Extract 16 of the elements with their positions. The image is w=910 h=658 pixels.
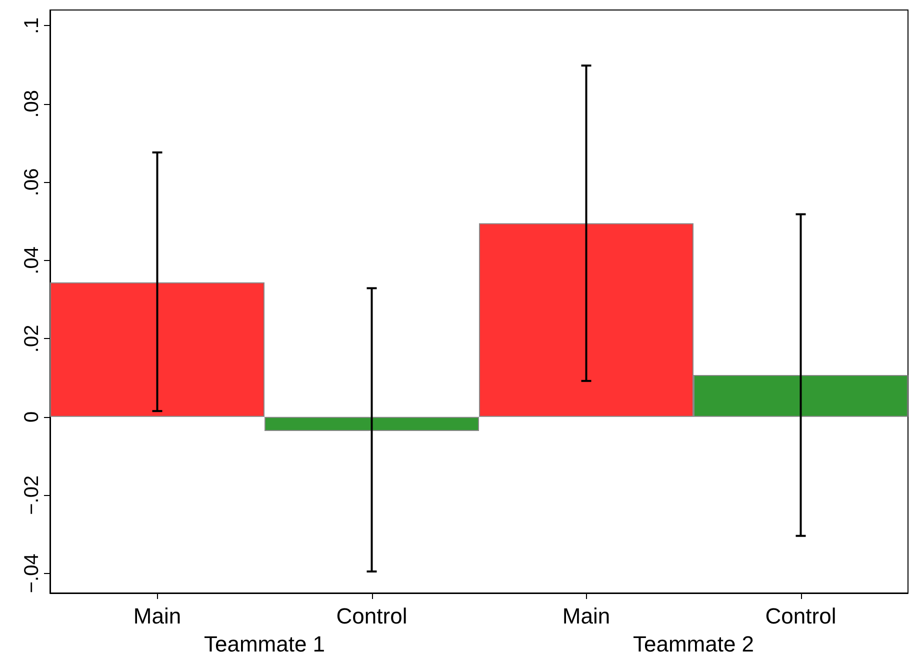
- x-tick-label: Control: [336, 604, 408, 628]
- y-tick-label: .04: [21, 246, 43, 274]
- y-tick-label: .06: [21, 168, 43, 196]
- y-tick-label: .02: [21, 324, 43, 353]
- y-tick-label: 0: [21, 411, 43, 422]
- y-tick-label: .08: [21, 90, 43, 118]
- bar: [264, 416, 479, 432]
- x-tick-label: Control: [765, 604, 836, 628]
- y-tick-label: .1: [21, 17, 43, 34]
- x-tick-label: Main: [562, 604, 610, 628]
- y-tick-label: −.04: [21, 554, 43, 594]
- y-tick-label: −.02: [21, 475, 43, 515]
- text: Teammate 2: [632, 632, 754, 656]
- text: Teammate 1: [204, 632, 326, 656]
- bar: [50, 282, 264, 417]
- x-tick-label: Main: [133, 604, 182, 628]
